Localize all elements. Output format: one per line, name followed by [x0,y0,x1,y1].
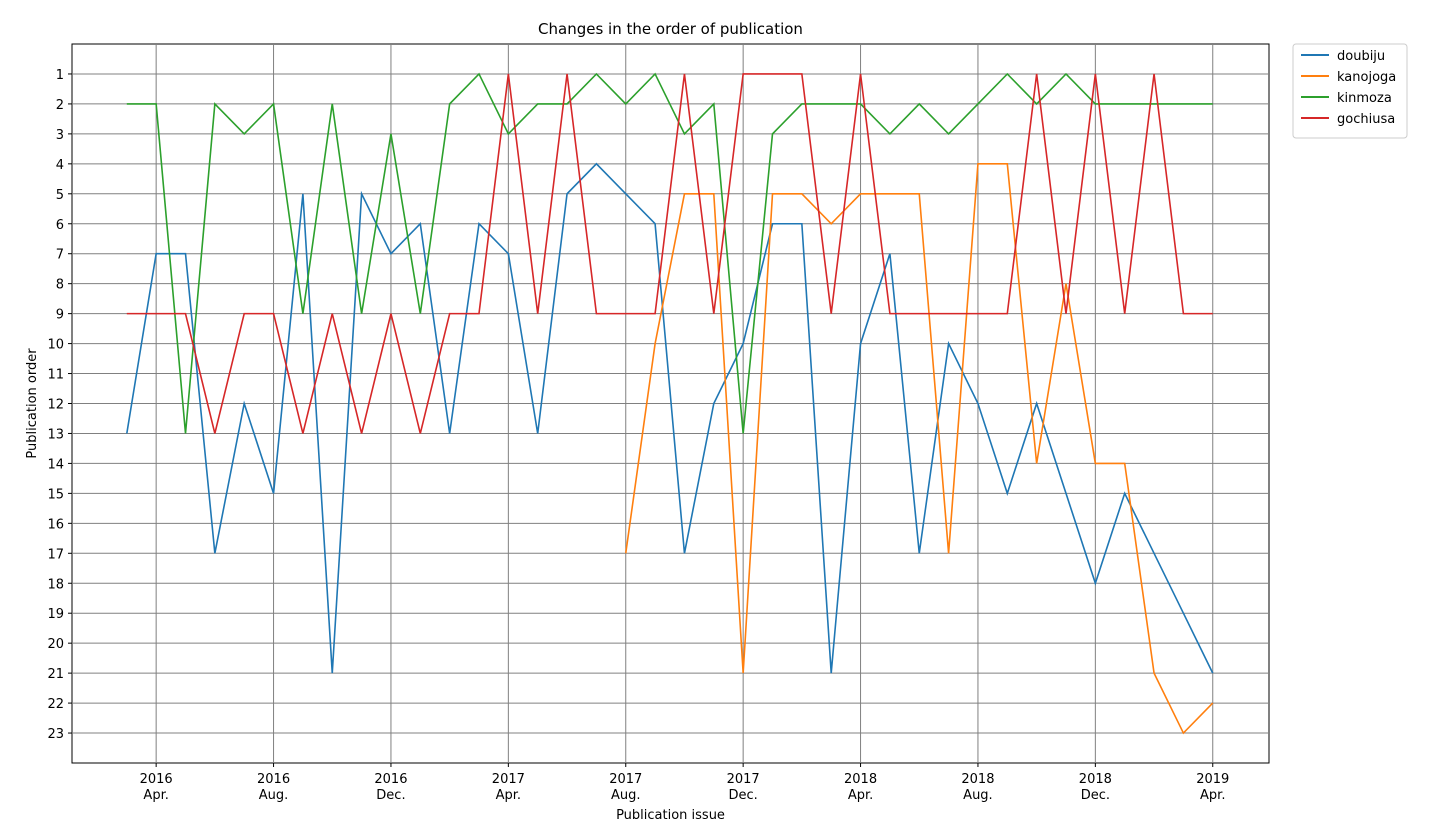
x-tick-year: 2019 [1196,772,1229,787]
y-tick-label: 10 [47,338,64,353]
y-tick-label: 12 [47,398,64,413]
x-axis-ticks: 2016Apr.2016Aug.2016Dec.2017Apr.2017Aug.… [140,763,1229,803]
x-tick-month: Dec. [1081,788,1110,803]
x-tick-year: 2018 [844,772,877,787]
y-tick-label: 18 [47,577,64,592]
y-tick-label: 20 [47,637,64,652]
x-tick-month: Apr. [1200,788,1225,803]
y-tick-label: 21 [47,667,64,682]
y-tick-label: 17 [47,547,64,562]
y-tick-label: 11 [47,368,64,383]
legend-label-kinmoza: kinmoza [1337,91,1392,106]
x-tick-year: 2018 [961,772,994,787]
x-axis-label: Publication issue [616,808,725,823]
x-tick-month: Dec. [729,788,758,803]
legend-label-doubiju: doubiju [1337,49,1385,64]
y-tick-label: 13 [47,427,64,442]
series-line-gochiusa [126,73,1213,434]
x-tick-year: 2016 [374,772,407,787]
y-axis-label: Publication order [25,348,40,459]
series-line-kinmoza [126,72,1213,434]
x-tick-year: 2017 [609,772,642,787]
series-lines [126,72,1214,735]
chart-title: Changes in the order of publication [538,20,803,38]
y-tick-label: 8 [56,278,64,293]
y-tick-label: 15 [47,487,64,502]
x-tick-month: Apr. [143,788,168,803]
y-tick-label: 19 [47,607,64,622]
y-tick-label: 9 [56,308,64,323]
y-tick-label: 4 [56,158,64,173]
y-tick-label: 6 [56,218,64,233]
x-tick-month: Apr. [848,788,873,803]
legend: doubiju kanojoga kinmoza gochiusa [1292,43,1408,139]
x-tick-month: Aug. [611,788,641,803]
y-tick-label: 16 [47,517,64,532]
legend-box [1292,43,1408,139]
x-tick-month: Apr. [496,788,521,803]
series-line-kanojoga [624,163,1214,735]
y-tick-label: 22 [47,697,64,712]
y-tick-label: 7 [56,248,64,263]
y-tick-label: 2 [56,98,64,113]
x-tick-month: Aug. [963,788,993,803]
y-tick-label: 14 [47,457,64,472]
y-tick-label: 5 [56,188,64,203]
y-tick-label: 1 [56,68,64,83]
x-tick-month: Dec. [376,788,405,803]
legend-label-kanojoga: kanojoga [1337,70,1396,85]
x-tick-year: 2017 [492,772,525,787]
x-tick-year: 2016 [257,772,290,787]
y-tick-label: 3 [56,128,64,143]
x-tick-year: 2017 [727,772,760,787]
x-tick-year: 2018 [1079,772,1112,787]
y-tick-label: 23 [47,727,64,742]
x-tick-year: 2016 [140,772,173,787]
legend-label-gochiusa: gochiusa [1337,112,1395,127]
x-tick-month: Aug. [259,788,289,803]
